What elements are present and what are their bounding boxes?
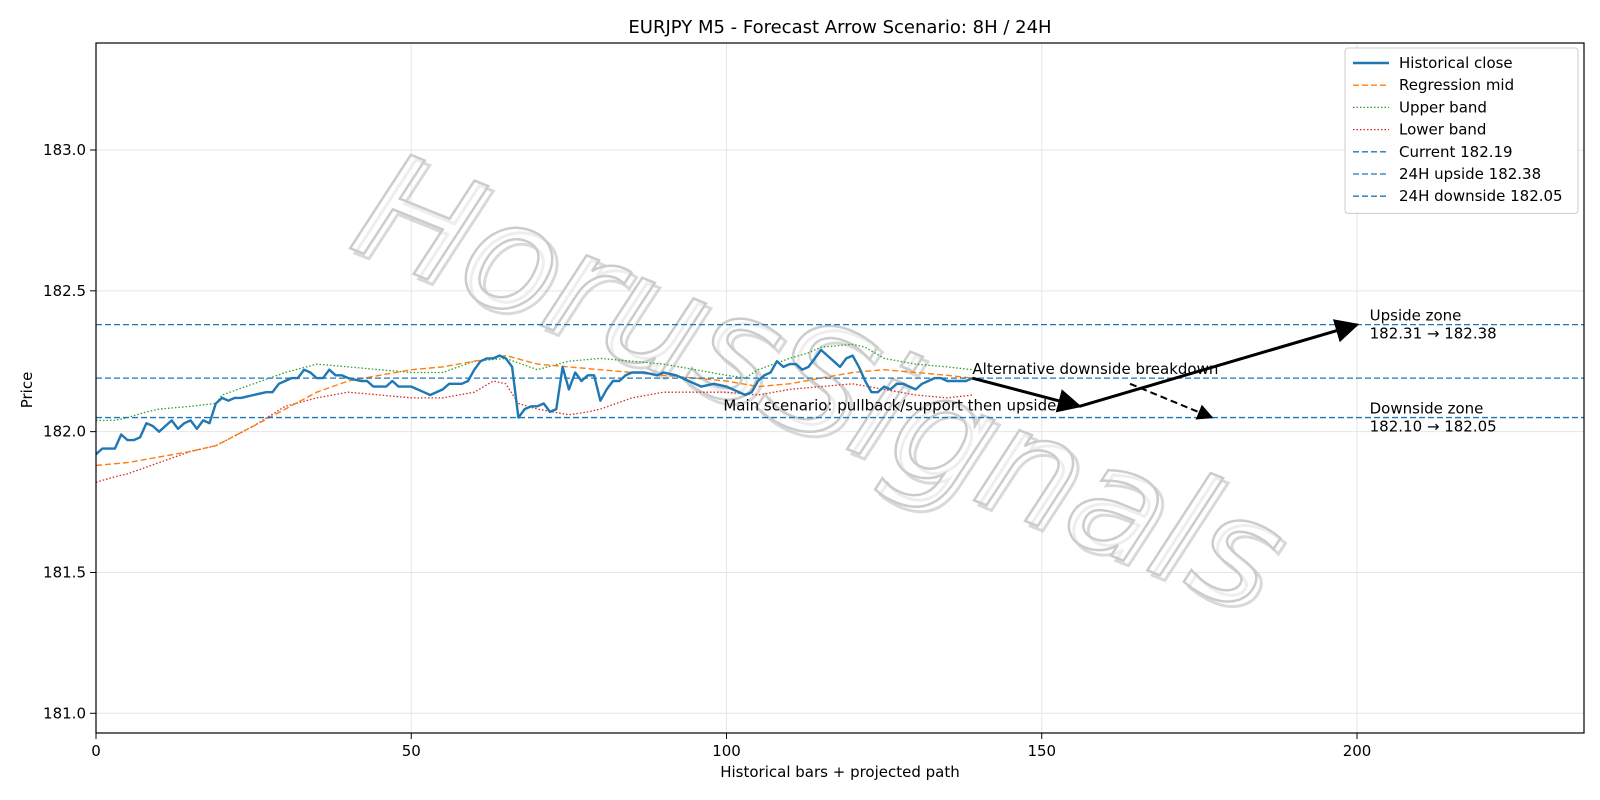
legend-label: Lower band xyxy=(1399,121,1486,139)
x-tick-label: 0 xyxy=(91,742,101,760)
arrow-layer xyxy=(972,319,1360,420)
legend: Historical close Regression mid Upper band… xyxy=(1344,47,1579,214)
legend-label: 24H downside 182.05 xyxy=(1399,187,1563,205)
regression-mid-line xyxy=(96,354,973,467)
y-tick-label: 182.0 xyxy=(43,423,86,441)
legend-historical-close: Historical close xyxy=(1353,54,1513,72)
legend-downside: 24H downside 182.05 xyxy=(1353,187,1563,205)
legend-upside: 24H upside 182.38 xyxy=(1353,165,1541,183)
legend-upper-band: Upper band xyxy=(1353,98,1487,116)
y-tick-label: 182.5 xyxy=(43,282,86,300)
upside-zone-range: 182.31 → 182.38 xyxy=(1370,325,1497,343)
legend-label: Regression mid xyxy=(1399,76,1514,94)
upside-zone-title: Upside zone xyxy=(1370,307,1462,325)
main-pullback-arrow xyxy=(972,376,1082,413)
x-tick-label: 100 xyxy=(712,742,741,760)
legend-box xyxy=(1344,47,1579,214)
level-layer xyxy=(96,323,1584,419)
chart-title: EURJPY M5 - Forecast Arrow Scenario: 8H … xyxy=(628,17,1051,38)
x-tick-label: 50 xyxy=(402,742,421,760)
plot-frame xyxy=(95,42,1585,734)
legend-lower-band: Lower band xyxy=(1353,121,1486,139)
y-axis-label: Price xyxy=(18,372,36,409)
upper-band-line xyxy=(96,343,973,422)
plot-area xyxy=(96,43,1584,733)
legend-current: Current 182.19 xyxy=(1353,143,1513,161)
historical-close-line xyxy=(96,348,973,456)
y-tick-label: 181.5 xyxy=(43,563,86,581)
legend-regression-mid: Regression mid xyxy=(1353,76,1514,94)
axis-ticks: 0 50 100 150 200 181.0 181.5 182.0 182.5 183.0 xyxy=(43,141,1371,760)
main-upside-arrow xyxy=(1079,319,1360,408)
y-tick-label: 181.0 xyxy=(43,704,86,722)
downside-zone-range: 182.10 → 182.05 xyxy=(1370,418,1497,436)
downside-zone-title: Downside zone xyxy=(1370,400,1484,418)
x-tick-label: 200 xyxy=(1343,742,1372,760)
y-tick-label: 183.0 xyxy=(43,141,86,159)
legend-label: Current 182.19 xyxy=(1399,143,1513,161)
legend-label: 24H upside 182.38 xyxy=(1399,165,1541,183)
main-scenario-label: Main scenario: pullback/support then ups… xyxy=(723,396,1056,414)
lower-band-line xyxy=(96,380,973,483)
alt-scenario-label: Alternative downside breakdown xyxy=(972,360,1218,378)
x-axis-label: Historical bars + projected path xyxy=(720,763,960,781)
legend-label: Historical close xyxy=(1399,54,1513,72)
alt-downside-arrow xyxy=(1129,382,1214,420)
legend-label: Upper band xyxy=(1399,98,1487,116)
x-tick-label: 150 xyxy=(1027,742,1056,760)
series-layer xyxy=(96,343,973,483)
